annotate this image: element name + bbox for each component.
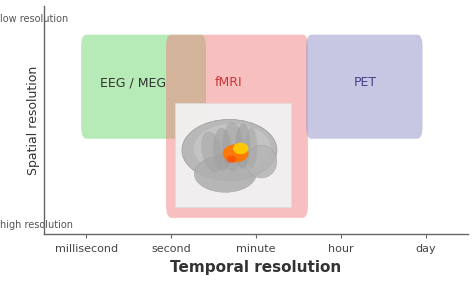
Text: EEG / MEG: EEG / MEG [100,76,166,89]
Text: PET: PET [353,76,376,89]
Ellipse shape [223,144,248,162]
Ellipse shape [201,131,223,172]
X-axis label: Temporal resolution: Temporal resolution [171,260,342,275]
Ellipse shape [246,145,277,178]
Ellipse shape [194,124,271,173]
FancyBboxPatch shape [166,35,308,218]
Ellipse shape [233,143,248,154]
Ellipse shape [245,127,257,168]
Text: low resolution: low resolution [0,14,68,24]
Text: high resolution: high resolution [0,220,73,230]
FancyBboxPatch shape [174,103,291,207]
Ellipse shape [226,155,237,163]
Text: fMRI: fMRI [215,76,243,89]
Y-axis label: Spatial resolution: Spatial resolution [27,65,40,175]
Ellipse shape [213,128,231,171]
FancyBboxPatch shape [306,35,423,139]
Ellipse shape [194,155,256,192]
FancyBboxPatch shape [81,35,206,139]
Ellipse shape [182,119,277,181]
Ellipse shape [235,124,251,169]
Ellipse shape [222,122,243,171]
